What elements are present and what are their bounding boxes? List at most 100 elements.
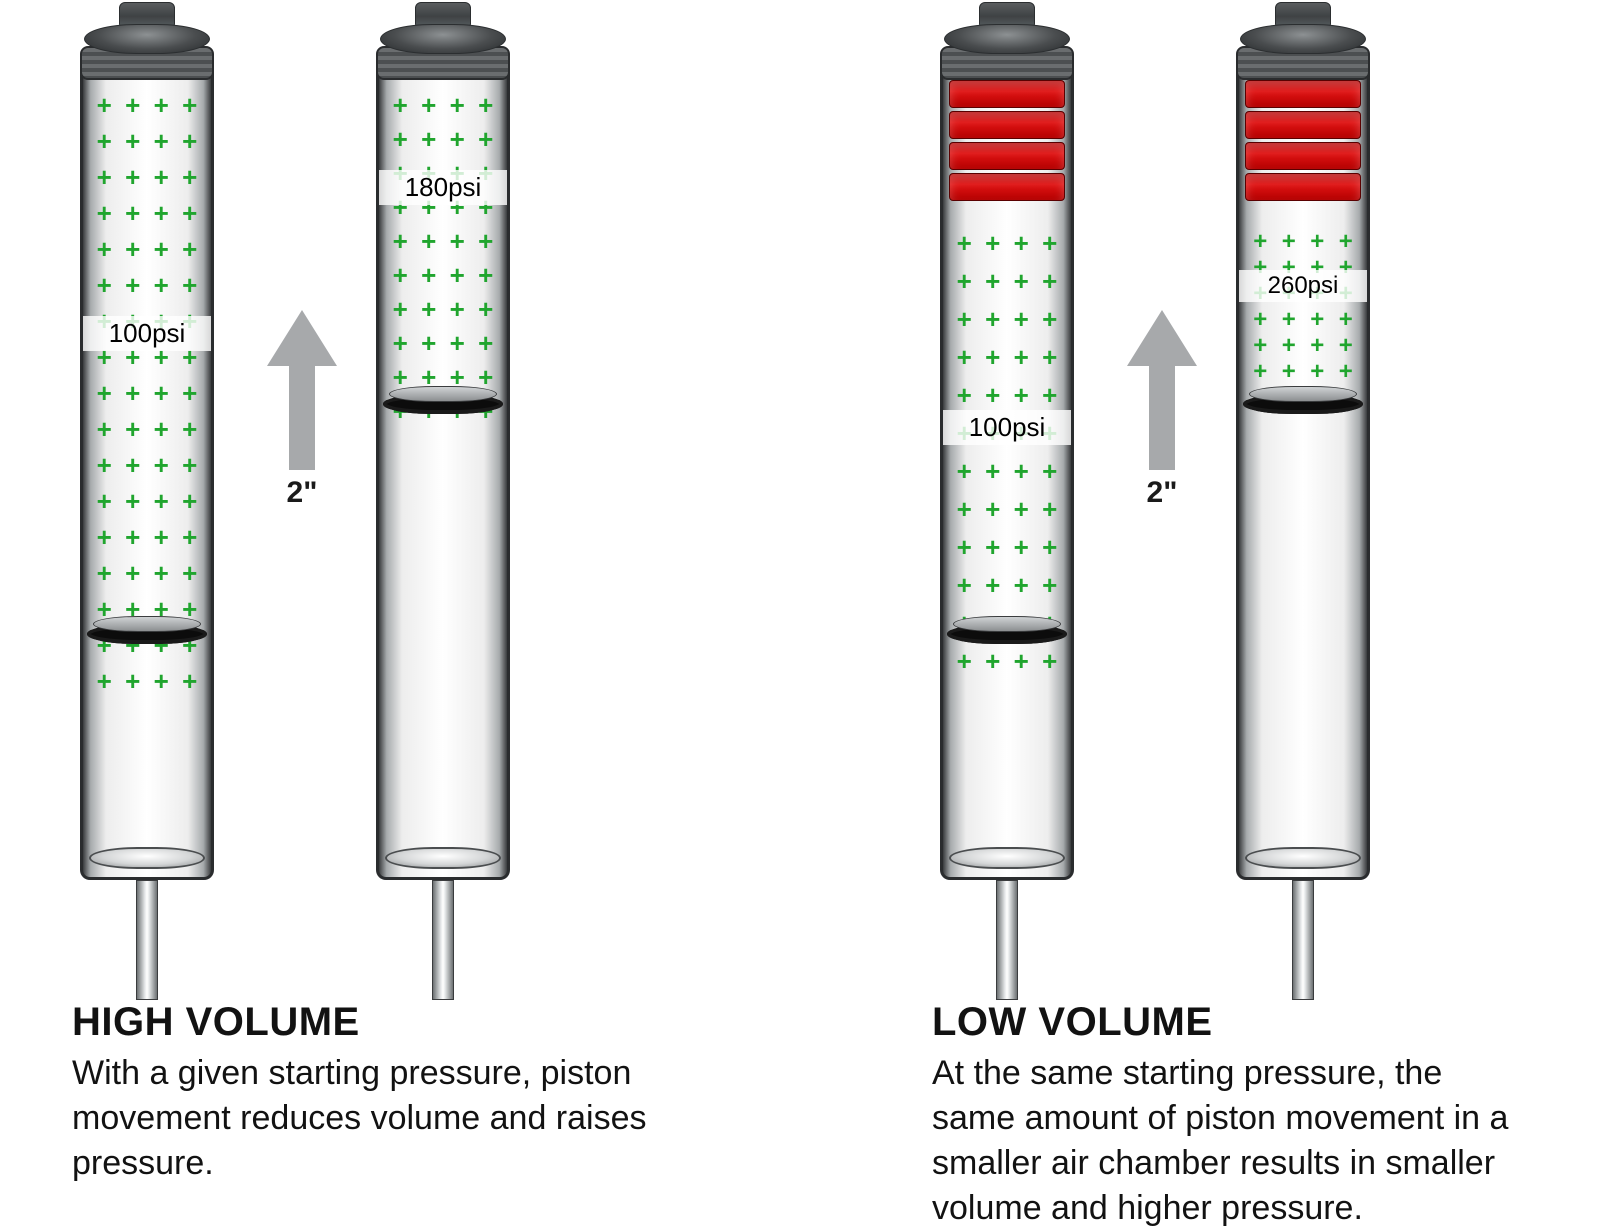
air-plus-icon: + — [154, 272, 169, 298]
air-plus-icon: + — [1282, 334, 1296, 358]
air-plus-icon: + — [393, 262, 408, 288]
travel-distance-label: 2" — [1147, 476, 1178, 510]
caption-body: At the same starting pressure, the same … — [932, 1051, 1528, 1231]
air-plus-icon: + — [182, 416, 197, 442]
air-plus-icon: + — [97, 488, 112, 514]
volume-spacer-stack — [949, 80, 1065, 201]
air-plus-icon: + — [182, 668, 197, 694]
volume-spacer-icon — [1245, 173, 1361, 201]
air-plus-icon: + — [1014, 496, 1029, 522]
air-plus-icon: + — [154, 380, 169, 406]
air-plus-icon: + — [154, 416, 169, 442]
air-plus-icon: + — [125, 380, 140, 406]
pressure-label: 100psi — [943, 410, 1071, 445]
cylinder-tube: ++++++++++++++++++++++++++++++++++++++++… — [80, 70, 214, 880]
air-plus-icon: + — [182, 380, 197, 406]
air-plus-icon: + — [450, 262, 465, 288]
air-plus-icon: + — [421, 126, 436, 152]
air-plus-icon: + — [1014, 344, 1029, 370]
air-plus-icon: + — [125, 560, 140, 586]
air-plus-icon: + — [182, 92, 197, 118]
air-plus-icon: + — [125, 524, 140, 550]
air-plus-icon: + — [1253, 230, 1267, 254]
air-plus-icon: + — [1042, 458, 1057, 484]
air-plus-icon: + — [1014, 648, 1029, 674]
air-plus-icon: + — [154, 452, 169, 478]
piston-icon — [947, 624, 1067, 644]
air-plus-icon: + — [985, 344, 1000, 370]
air-plus-icon: + — [957, 458, 972, 484]
air-plus-icon: + — [957, 534, 972, 560]
air-plus-icon: + — [450, 296, 465, 322]
cylinder-tube: ++++++++++++++++++++++++++++ 260psi — [1236, 70, 1370, 880]
air-plus-icon: + — [393, 92, 408, 118]
air-plus-icon: + — [957, 382, 972, 408]
piston-icon — [383, 394, 503, 414]
air-plus-icon: + — [421, 296, 436, 322]
air-plus-icon: + — [125, 488, 140, 514]
air-plus-icon: + — [97, 452, 112, 478]
cylinder-hv-before: ++++++++++++++++++++++++++++++++++++++++… — [72, 0, 222, 1000]
air-plus-icon: + — [1014, 534, 1029, 560]
piston-rod-icon — [432, 880, 454, 1000]
air-plus-icon: + — [478, 228, 493, 254]
air-plus-icon: + — [97, 128, 112, 154]
air-plus-icon: + — [154, 164, 169, 190]
air-plus-icon: + — [478, 364, 493, 390]
air-plus-icon: + — [393, 228, 408, 254]
air-plus-icon: + — [97, 668, 112, 694]
air-plus-icon: + — [182, 272, 197, 298]
air-plus-icon: + — [1042, 382, 1057, 408]
air-plus-icon: + — [450, 228, 465, 254]
air-plus-icon: + — [478, 330, 493, 356]
air-plus-icon: + — [125, 128, 140, 154]
air-plus-icon: + — [985, 382, 1000, 408]
air-plus-icon: + — [154, 560, 169, 586]
pressure-label: 260psi — [1239, 270, 1367, 302]
air-plus-icon: + — [985, 534, 1000, 560]
piston-rod-icon — [136, 880, 158, 1000]
volume-spacer-icon — [1245, 111, 1361, 139]
air-plus-icon: + — [1253, 334, 1267, 358]
air-plus-icon: + — [154, 200, 169, 226]
volume-spacer-icon — [949, 173, 1065, 201]
air-plus-icon: + — [125, 236, 140, 262]
air-plus-icon: + — [182, 452, 197, 478]
air-plus-icon: + — [1042, 648, 1057, 674]
air-plus-icon: + — [1282, 308, 1296, 332]
air-plus-icon: + — [125, 164, 140, 190]
top-cap-icon — [1240, 24, 1366, 54]
air-plus-icon: + — [154, 128, 169, 154]
travel-arrow-icon: 2" — [1118, 310, 1206, 510]
air-plus-icon: + — [957, 230, 972, 256]
travel-arrow-icon: 2" — [258, 310, 346, 510]
air-plus-icon: + — [97, 236, 112, 262]
air-plus-icon: + — [985, 496, 1000, 522]
air-plus-icon: + — [1310, 334, 1324, 358]
air-plus-icon: + — [1310, 230, 1324, 254]
air-plus-icon: + — [1310, 308, 1324, 332]
air-plus-icon: + — [421, 228, 436, 254]
air-plus-icon: + — [154, 236, 169, 262]
air-plus-icon: + — [182, 128, 197, 154]
air-plus-icon: + — [957, 496, 972, 522]
piston-rod-icon — [1292, 880, 1314, 1000]
air-plus-icon: + — [985, 648, 1000, 674]
air-plus-icon: + — [182, 164, 197, 190]
air-plus-icon: + — [97, 272, 112, 298]
air-plus-icon: + — [182, 200, 197, 226]
air-chamber: ++++++++++++++++++++++++++++ — [1247, 220, 1359, 388]
air-plus-icon: + — [957, 306, 972, 332]
air-plus-icon: + — [154, 92, 169, 118]
air-plus-icon: + — [478, 92, 493, 118]
air-plus-icon: + — [1339, 230, 1353, 254]
air-plus-icon: + — [450, 330, 465, 356]
air-plus-icon: + — [125, 452, 140, 478]
air-plus-icon: + — [97, 524, 112, 550]
cylinder-tube: ++++++++++++++++++++++++++++++++++++++++… — [940, 70, 1074, 880]
air-plus-icon: + — [1014, 572, 1029, 598]
air-plus-icon: + — [957, 344, 972, 370]
pressure-label: 100psi — [83, 316, 211, 351]
cylinder-lv-before: ++++++++++++++++++++++++++++++++++++++++… — [932, 0, 1082, 1000]
travel-distance-label: 2" — [287, 476, 318, 510]
